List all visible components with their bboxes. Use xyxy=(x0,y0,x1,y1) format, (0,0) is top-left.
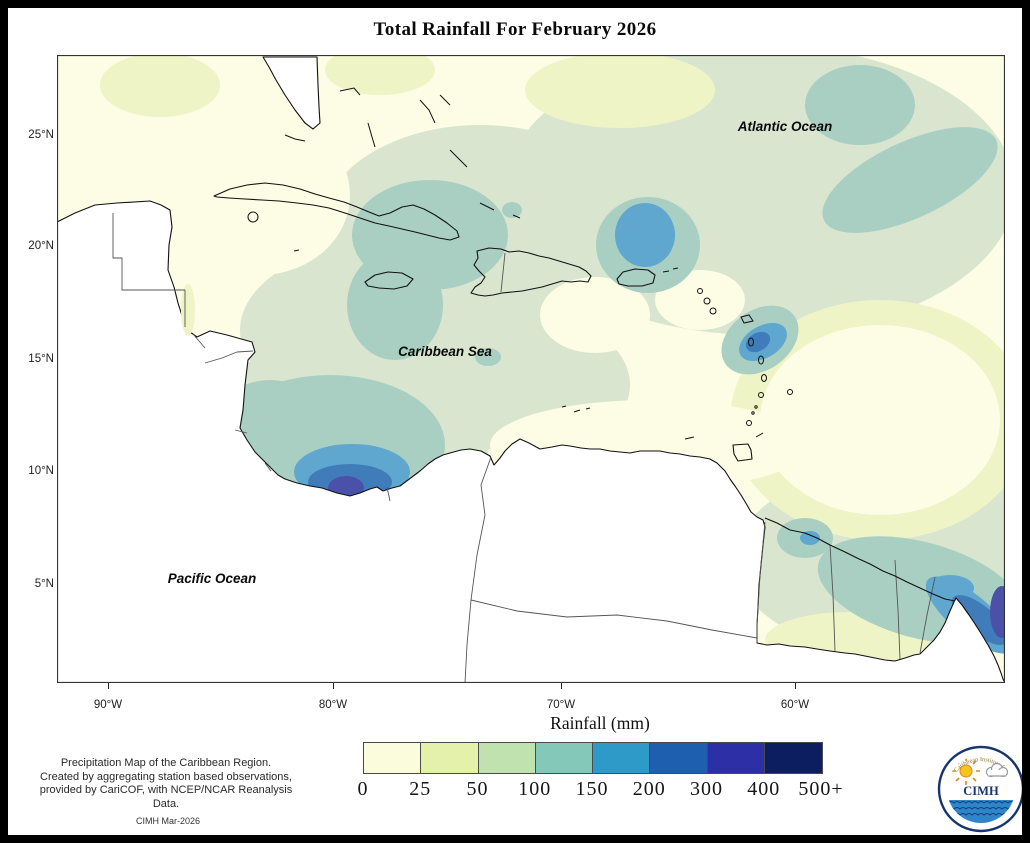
leeward-island xyxy=(709,307,717,315)
sea-waves xyxy=(947,800,1015,823)
legend-title: Rainfall (mm) xyxy=(550,713,650,733)
legend-tick-25: 25 xyxy=(409,778,432,800)
issue-stamp: CIMH Mar-2026 xyxy=(135,816,200,826)
caribbean-rainfall-map: Atlantic Ocean Caribbean Sea Pacific Oce… xyxy=(57,55,1005,683)
isla-juventud-outline xyxy=(247,211,259,223)
lat-label-5n: 5°N xyxy=(34,578,54,590)
rainfall-color-scale xyxy=(363,742,823,774)
cimh-logo: Caribbean Institute for Meteorology and … xyxy=(937,745,1022,833)
legend-tick-500: 500+ xyxy=(798,778,844,800)
legend-swatch-25-50 xyxy=(421,743,479,773)
puerto-rico-outline xyxy=(616,268,656,287)
country-borders xyxy=(112,213,936,683)
page-title: Total Rainfall For February 2026 xyxy=(373,19,657,40)
legend-swatch-400-500 xyxy=(764,743,822,773)
island-outlines xyxy=(213,87,956,602)
grenadines-outline xyxy=(751,411,755,415)
atlantic-ocean-label: Atlantic Ocean xyxy=(737,119,833,134)
legend-tick-50: 50 xyxy=(466,778,489,800)
barbados-outline xyxy=(787,389,793,395)
cloud-icon xyxy=(985,762,1009,778)
pacific-ocean-label: Pacific Ocean xyxy=(168,571,257,586)
logo-scene: CIMH xyxy=(947,757,1015,823)
attribution-text: Precipitation Map of the Caribbean Regio… xyxy=(26,757,306,811)
legend-tick-0: 0 xyxy=(357,778,369,800)
abc-islands-outlines xyxy=(561,405,695,440)
lon-tick xyxy=(561,683,563,689)
lat-label-10n: 10°N xyxy=(28,465,54,477)
st-lucia-outline xyxy=(761,374,767,382)
leeward-island xyxy=(703,297,711,305)
legend-swatch-150-200 xyxy=(593,743,651,773)
legend-swatch-300-400 xyxy=(707,743,765,773)
lat-label-20n: 20°N xyxy=(28,240,54,252)
lon-label-70w: 70°W xyxy=(546,699,576,711)
attribution-line-1: Precipitation Map of the Caribbean Regio… xyxy=(60,757,272,769)
martinique-outline xyxy=(758,355,764,365)
belize-coastal-rain xyxy=(181,284,195,336)
legend-tick-labels: 0 25 50 100 150 200 300 400 500+ xyxy=(358,778,843,804)
legend-tick-150: 150 xyxy=(575,778,609,800)
ocean-name-labels: Atlantic Ocean Caribbean Sea Pacific Oce… xyxy=(168,119,833,586)
legend-swatch-200-300 xyxy=(650,743,708,773)
caribbean-sea-label: Caribbean Sea xyxy=(398,344,492,359)
legend-swatch-0-25 xyxy=(364,743,422,773)
lon-tick xyxy=(333,683,335,689)
map-frame xyxy=(57,55,1005,683)
attribution-line-3: provided by CariCOF, with NCEP/NCAR Rean… xyxy=(39,784,293,810)
guianas-coastline xyxy=(764,517,956,602)
lon-tick xyxy=(795,683,797,689)
trinidad-outline xyxy=(732,443,753,462)
dominica-outline xyxy=(748,337,754,347)
legend-swatch-100-150 xyxy=(535,743,593,773)
guadeloupe-outline xyxy=(740,314,754,324)
mainland-landmass xyxy=(57,56,1005,683)
lon-label-80w: 80°W xyxy=(318,699,348,711)
attribution-line-2: Created by aggregating station based obs… xyxy=(40,770,292,783)
st-vincent-outline xyxy=(758,392,764,398)
lon-label-90w: 90°W xyxy=(93,699,123,711)
legend-swatch-50-100 xyxy=(478,743,536,773)
logo-org-text: CIMH xyxy=(963,784,999,798)
jamaica-outline xyxy=(364,271,414,290)
grenadines-outline xyxy=(754,405,758,409)
lat-label-15n: 15°N xyxy=(28,353,54,365)
hispaniola-outline xyxy=(470,247,592,297)
tobago-outline xyxy=(755,432,764,438)
legend-tick-400: 400 xyxy=(747,778,781,800)
grenada-outline xyxy=(746,420,752,426)
legend-tick-200: 200 xyxy=(632,778,666,800)
florida-landmass xyxy=(262,56,321,130)
legend-tick-300: 300 xyxy=(690,778,723,800)
lon-tick xyxy=(108,683,110,689)
lon-label-60w: 60°W xyxy=(780,699,810,711)
leeward-island xyxy=(697,288,703,294)
cuba-outline xyxy=(213,182,460,241)
legend-tick-100: 100 xyxy=(518,778,552,800)
bahamas-outlines xyxy=(284,87,521,252)
lat-label-25n: 25°N xyxy=(28,129,54,141)
central-south-america-landmass xyxy=(57,200,1005,683)
virgin-islands-outlines xyxy=(662,267,679,273)
